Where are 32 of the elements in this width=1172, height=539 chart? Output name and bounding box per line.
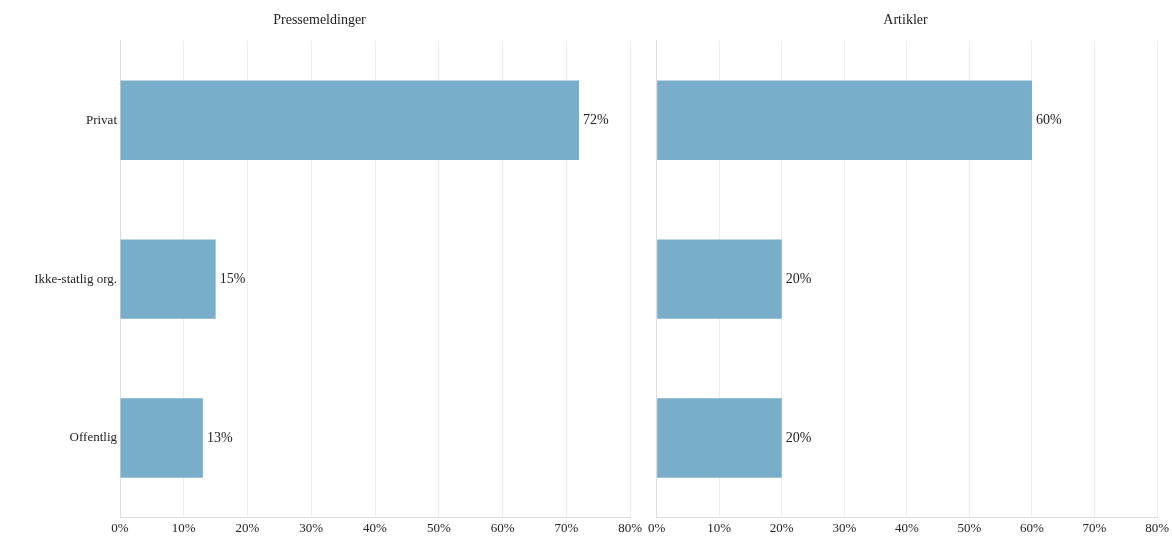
x-tick-label: 30% <box>299 519 324 535</box>
x-tick-label: 10% <box>171 519 196 535</box>
data-label: 20% <box>785 270 812 286</box>
x-tick-label: 0% <box>647 519 666 535</box>
x-tick-label: 0% <box>111 519 129 535</box>
x-tick-label: 60% <box>1020 519 1045 535</box>
x-tick-label: 50% <box>426 519 451 535</box>
chart-title: Artikler <box>883 12 928 28</box>
x-tick-label: 20% <box>769 519 794 535</box>
data-label: 15% <box>219 270 246 286</box>
bar <box>120 398 203 478</box>
x-tick-label: 70% <box>1082 519 1107 535</box>
x-tick-label: 30% <box>832 519 857 535</box>
bar <box>120 80 580 160</box>
x-tick-label: 60% <box>490 519 515 535</box>
x-tick-label: 80% <box>1145 519 1170 535</box>
data-label: 60% <box>1035 111 1062 127</box>
x-tick-label: 70% <box>554 519 579 535</box>
data-label: 72% <box>583 111 610 127</box>
data-label: 20% <box>785 429 812 445</box>
y-tick-label: Ikke-statlig org. <box>34 270 117 286</box>
chart-title: Pressemeldinger <box>273 12 367 28</box>
x-tick-label: 20% <box>235 519 260 535</box>
y-tick-label: Privat <box>85 111 118 127</box>
x-tick-label: 80% <box>618 519 643 535</box>
data-label: 13% <box>206 429 233 445</box>
x-tick-label: 10% <box>707 519 732 535</box>
x-tick-label: 40% <box>363 519 388 535</box>
y-tick-label: Offentlig <box>69 429 118 445</box>
bar <box>120 239 216 319</box>
x-tick-label: 40% <box>894 519 919 535</box>
x-tick-label: 50% <box>957 519 982 535</box>
